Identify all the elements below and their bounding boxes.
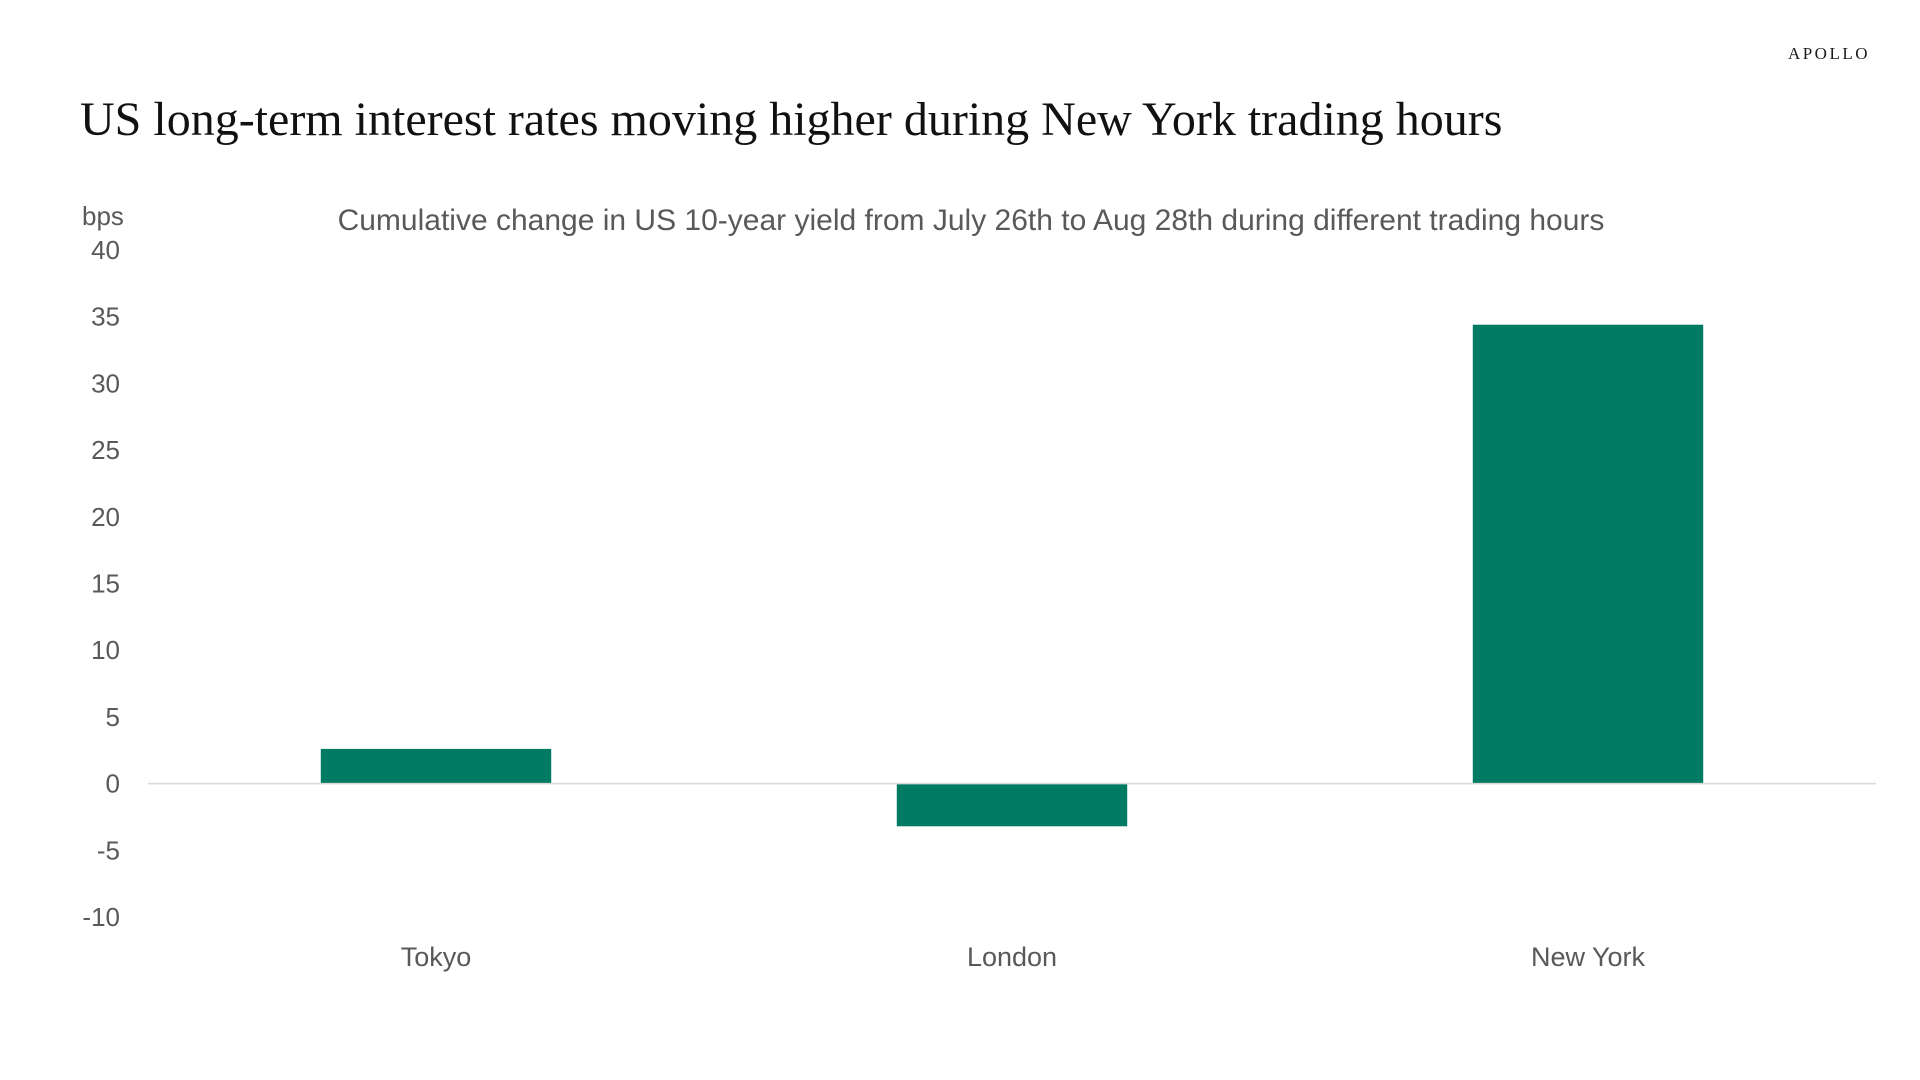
bars [320,324,1704,827]
y-tick-label: 30 [91,368,120,398]
y-axis: -10 -5 0 5 10 15 20 25 30 35 40 [82,235,120,932]
y-tick-label: 35 [91,302,120,332]
y-tick-label: 0 [106,769,120,799]
y-tick-label: 15 [91,569,120,599]
y-tick-label: 25 [91,435,120,465]
y-tick-label: 40 [91,235,120,265]
bar-tokyo [320,748,552,784]
y-tick-label: -10 [82,902,120,932]
y-tick-label: 20 [91,502,120,532]
y-tick-label: -5 [97,835,120,865]
x-tick-label: London [967,942,1057,972]
bar-london [896,783,1128,827]
bar-new-york [1472,324,1704,784]
y-axis-label: bps [82,201,124,231]
y-tick-label: 10 [91,635,120,665]
page-title: US long-term interest rates moving highe… [80,93,1503,146]
y-tick-label: 5 [106,702,120,732]
x-tick-label: New York [1531,942,1646,972]
brand-logo: APOLLO [1787,44,1870,63]
x-tick-label: Tokyo [401,942,472,972]
chart-title: Cumulative change in US 10-year yield fr… [338,204,1605,237]
x-axis: Tokyo London New York [401,942,1646,972]
